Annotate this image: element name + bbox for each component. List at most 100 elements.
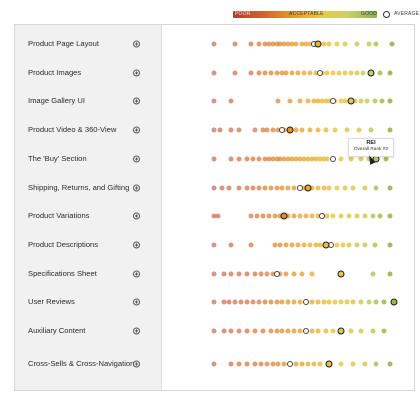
site-score-dot[interactable] [344, 127, 350, 133]
category-row[interactable]: Product Descriptions [15, 231, 162, 259]
site-score-dot[interactable] [238, 299, 244, 305]
category-row[interactable]: Product Variations [15, 202, 162, 230]
site-score-dot[interactable] [228, 127, 234, 133]
site-score-dot[interactable] [305, 361, 311, 367]
site-score-dot[interactable] [338, 361, 344, 367]
site-score-dot[interactable] [324, 70, 330, 76]
site-score-dot[interactable] [315, 328, 321, 334]
site-score-dot[interactable] [226, 185, 232, 190]
site-score-dot[interactable] [301, 185, 307, 190]
highlighted-site-dot[interactable] [286, 126, 294, 134]
site-score-dot[interactable] [264, 271, 270, 277]
site-score-dot[interactable] [317, 156, 323, 162]
site-score-dot[interactable] [279, 328, 285, 334]
site-score-dot[interactable] [362, 361, 368, 367]
site-score-dot[interactable] [293, 41, 299, 47]
site-score-dot[interactable] [289, 156, 295, 162]
site-score-dot[interactable] [358, 299, 364, 305]
site-score-dot[interactable] [264, 127, 270, 133]
site-score-dot[interactable] [254, 213, 260, 219]
highlighted-site-dot[interactable] [337, 270, 345, 278]
site-score-dot[interactable] [277, 213, 283, 219]
site-score-dot[interactable] [315, 185, 321, 190]
site-score-dot[interactable] [248, 213, 254, 219]
site-score-dot[interactable] [315, 98, 321, 104]
site-score-dot[interactable] [228, 271, 234, 277]
site-score-dot[interactable] [297, 213, 303, 219]
site-score-dot[interactable] [346, 213, 352, 219]
site-score-dot[interactable] [358, 156, 364, 162]
site-score-dot[interactable] [299, 127, 305, 133]
site-score-dot[interactable] [250, 156, 256, 162]
site-score-dot[interactable] [250, 299, 256, 305]
site-score-dot[interactable] [364, 98, 370, 104]
site-score-dot[interactable] [297, 299, 303, 305]
site-score-dot[interactable] [338, 98, 344, 104]
site-score-dot[interactable] [272, 213, 278, 219]
site-score-dot[interactable] [274, 156, 280, 162]
site-score-dot[interactable] [256, 299, 262, 305]
site-score-dot[interactable] [260, 127, 266, 133]
site-score-dot[interactable] [236, 361, 242, 367]
site-score-dot[interactable] [293, 361, 299, 367]
site-score-dot[interactable] [324, 213, 330, 219]
site-score-dot[interactable] [307, 127, 313, 133]
site-score-dot[interactable] [211, 41, 217, 47]
site-score-dot[interactable] [266, 156, 272, 162]
site-score-dot[interactable] [285, 328, 291, 334]
site-score-dot[interactable] [368, 127, 374, 133]
site-score-dot[interactable] [289, 41, 295, 47]
highlighted-site-dot[interactable] [322, 241, 330, 249]
site-score-dot[interactable] [348, 156, 354, 162]
site-score-dot[interactable] [383, 156, 389, 162]
site-score-dot[interactable] [221, 299, 227, 305]
site-score-dot[interactable] [291, 213, 297, 219]
site-score-dot[interactable] [387, 213, 393, 219]
site-score-dot[interactable] [221, 328, 227, 334]
site-score-dot[interactable] [360, 70, 366, 76]
site-score-dot[interactable] [324, 156, 330, 162]
site-score-dot[interactable] [244, 156, 250, 162]
expand-icon[interactable] [133, 69, 140, 77]
site-score-dot[interactable] [362, 242, 368, 248]
expand-icon[interactable] [133, 97, 140, 105]
site-score-dot[interactable] [281, 361, 287, 367]
site-score-dot[interactable] [262, 70, 268, 76]
site-score-dot[interactable] [252, 361, 258, 367]
site-score-dot[interactable] [264, 361, 270, 367]
site-score-dot[interactable] [244, 361, 250, 367]
site-score-dot[interactable] [219, 185, 225, 190]
site-score-dot[interactable] [352, 98, 358, 104]
site-score-dot[interactable] [315, 299, 321, 305]
site-score-dot[interactable] [338, 156, 344, 162]
site-score-dot[interactable] [297, 98, 303, 104]
site-score-dot[interactable] [283, 242, 289, 248]
site-score-dot[interactable] [317, 361, 323, 367]
site-score-dot[interactable] [256, 185, 262, 190]
site-score-dot[interactable] [338, 299, 344, 305]
category-row[interactable]: Specifications Sheet [15, 260, 162, 288]
site-score-dot[interactable] [354, 70, 360, 76]
site-score-dot[interactable] [301, 156, 307, 162]
site-score-dot[interactable] [346, 242, 352, 248]
site-score-dot[interactable] [291, 299, 297, 305]
site-score-dot[interactable] [309, 156, 315, 162]
site-score-dot[interactable] [285, 185, 291, 190]
site-score-dot[interactable] [362, 213, 368, 219]
site-score-dot[interactable] [268, 328, 274, 334]
site-score-dot[interactable] [256, 156, 262, 162]
site-score-dot[interactable] [244, 271, 250, 277]
site-score-dot[interactable] [321, 41, 327, 47]
category-row[interactable]: The 'Buy' Section [15, 145, 162, 173]
category-row[interactable]: User Reviews [15, 288, 162, 316]
site-score-dot[interactable] [211, 185, 217, 190]
site-score-dot[interactable] [248, 70, 254, 76]
site-score-dot[interactable] [262, 299, 268, 305]
site-score-dot[interactable] [291, 328, 297, 334]
site-score-dot[interactable] [283, 271, 289, 277]
expand-icon[interactable] [133, 298, 140, 306]
highlighted-site-dot[interactable] [367, 69, 375, 77]
site-score-dot[interactable] [274, 185, 280, 190]
site-score-dot[interactable] [262, 41, 268, 47]
site-score-dot[interactable] [228, 361, 234, 367]
